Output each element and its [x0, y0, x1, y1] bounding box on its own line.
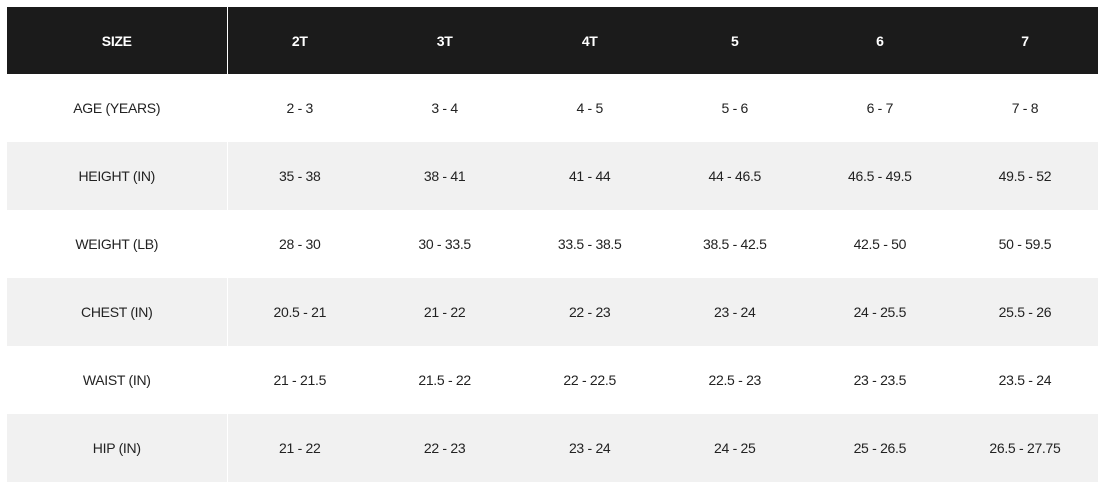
row-label: WAIST (IN) — [7, 346, 228, 414]
table-cell: 24 - 25.5 — [853, 304, 907, 320]
table-cell: 3 - 4 — [431, 100, 458, 116]
header-cell: 3T — [436, 32, 453, 49]
table-cell: 24 - 25 — [714, 440, 756, 456]
table-cell: 26.5 - 27.75 — [989, 440, 1061, 456]
table-cell: 23 - 23.5 — [853, 372, 907, 388]
table-cell: 38.5 - 42.5 — [702, 236, 767, 252]
table-cell: 23 - 24 — [568, 440, 611, 456]
table-cell: 42.5 - 50 — [853, 236, 907, 252]
table-cell: 21.5 - 22 — [418, 372, 471, 388]
table-cell: 41 - 44 — [568, 168, 611, 184]
table-row: CHEST (IN) 20.5 - 21 21 - 22 22 - 23 23 - 24… — [7, 278, 1098, 346]
table-cell: 38 - 41 — [423, 168, 466, 184]
table-cell: 46.5 - 49.5 — [848, 168, 912, 184]
table-cell: 22 - 22.5 — [563, 372, 616, 388]
table-cell: 22.5 - 23 — [708, 372, 762, 388]
table-cell: 20.5 - 21 — [273, 304, 327, 320]
table-row: AGE (YEARS) 2 - 3 3 - 4 4 - 5 5 - 6 6 - 7 7 - … — [7, 74, 1098, 142]
header-cell: 5 — [731, 32, 739, 49]
header-row: SIZE 2T 3T 4T 5 6 7 — [7, 7, 1098, 74]
table-cell: 49.5 - 52 — [998, 168, 1052, 184]
table-cell: 21 - 21.5 — [273, 372, 327, 388]
table-row: WAIST (IN) 21 - 21.5 21.5 - 22 22 - 22.5 22.… — [7, 346, 1098, 414]
row-label: HEIGHT (IN) — [7, 142, 228, 210]
table-cell: 28 - 30 — [279, 236, 321, 252]
row-label: AGE (YEARS) — [7, 74, 228, 142]
table-row: WEIGHT (LB) 28 - 30 30 - 33.5 33.5 - 38.5 38… — [7, 210, 1098, 278]
table-cell: 23 - 24 — [714, 304, 756, 320]
table-cell: 22 - 23 — [568, 304, 611, 320]
table-row: HIP (IN) 21 - 22 22 - 23 23 - 24 24 - 25 25 -… — [7, 414, 1098, 482]
table-cell: 21 - 22 — [279, 440, 321, 456]
row-label: HIP (IN) — [7, 414, 228, 482]
table-body: AGE (YEARS) 2 - 3 3 - 4 4 - 5 5 - 6 6 - 7 7 - … — [7, 74, 1098, 482]
header-cell: 4T — [581, 32, 598, 49]
table-row: HEIGHT (IN) 35 - 38 38 - 41 41 - 44 44 - 46.… — [7, 142, 1098, 210]
table-header: SIZE 2T 3T 4T 5 6 7 — [7, 7, 1098, 74]
table-cell: 50 - 59.5 — [998, 236, 1052, 252]
table-cell: 4 - 5 — [576, 100, 603, 116]
header-cell: 7 — [1021, 32, 1029, 49]
table-cell: 35 - 38 — [279, 168, 321, 184]
table-cell: 21 - 22 — [423, 304, 466, 320]
table-cell: 30 - 33.5 — [418, 236, 471, 252]
header-cell: 2T — [291, 32, 308, 49]
table-cell: 23.5 - 24 — [998, 372, 1052, 388]
table-cell: 44 - 46.5 — [708, 168, 762, 184]
table-cell: 25.5 - 26 — [998, 304, 1052, 320]
table-cell: 25 - 26.5 — [853, 440, 907, 456]
table-cell: 7 - 8 — [1011, 100, 1039, 116]
table-cell: 6 - 7 — [866, 100, 894, 116]
row-label: CHEST (IN) — [7, 278, 228, 346]
table-cell: 33.5 - 38.5 — [557, 236, 622, 252]
table-cell: 2 - 3 — [286, 100, 314, 116]
row-label: WEIGHT (LB) — [7, 210, 228, 278]
header-cell: 6 — [876, 32, 884, 49]
header-cell: SIZE — [7, 7, 228, 74]
table-cell: 22 - 23 — [423, 440, 466, 456]
size-chart-table: SIZE 2T 3T 4T 5 6 7 AGE (YEARS) 2 - 3 3 - 4 4 - 5… — [7, 7, 1098, 482]
table-cell: 5 - 6 — [721, 100, 749, 116]
